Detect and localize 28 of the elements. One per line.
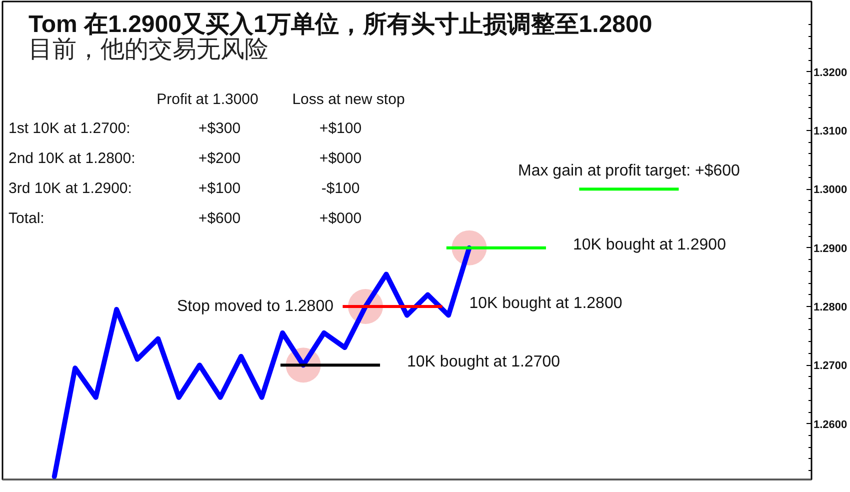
- y-tick-label: 1.2700: [814, 360, 848, 372]
- y-tick-label: 1.3100: [814, 126, 848, 138]
- annotation: +$100: [319, 120, 362, 137]
- y-tick-label: 1.2600: [814, 418, 848, 431]
- ref-line-label: 10K bought at 1.2700: [407, 354, 560, 371]
- annotation: -$100: [321, 180, 360, 197]
- annotation: +$300: [198, 120, 241, 137]
- y-tick-label: 1.3000: [814, 184, 848, 196]
- annotation: Total:: [8, 210, 44, 227]
- annotation: Loss at new stop: [292, 91, 405, 108]
- annotation: Stop moved to 1.2800: [176, 298, 334, 315]
- chart-title: Tom 在1.2900又买入1万单位，所有头寸止损调整至1.2800: [28, 11, 652, 38]
- annotation: +$000: [319, 150, 362, 167]
- ref-line-label: Max gain at profit target: +$600: [518, 162, 740, 180]
- annotation: +$600: [198, 210, 241, 227]
- annotation: +$000: [319, 210, 362, 227]
- ref-line-label: 10K bought at 1.2800: [469, 294, 622, 312]
- annotation: 3rd 10K at 1.2900:: [8, 180, 132, 197]
- ref-line-label: 10K bought at 1.2900: [572, 236, 726, 254]
- y-tick-label: 1.2900: [814, 242, 848, 255]
- text: 目前，他的交易无风险: [28, 36, 268, 63]
- annotation: 2nd 10K at 1.2800:: [8, 150, 136, 167]
- y-tick-label: 1.3200: [814, 66, 848, 79]
- y-tick-label: 1.2800: [814, 301, 848, 314]
- annotation: +$200: [198, 150, 241, 167]
- annotation: +$100: [198, 180, 241, 197]
- annotation: 1st 10K at 1.2700:: [8, 120, 130, 137]
- annotation: Profit at 1.3000: [156, 91, 258, 108]
